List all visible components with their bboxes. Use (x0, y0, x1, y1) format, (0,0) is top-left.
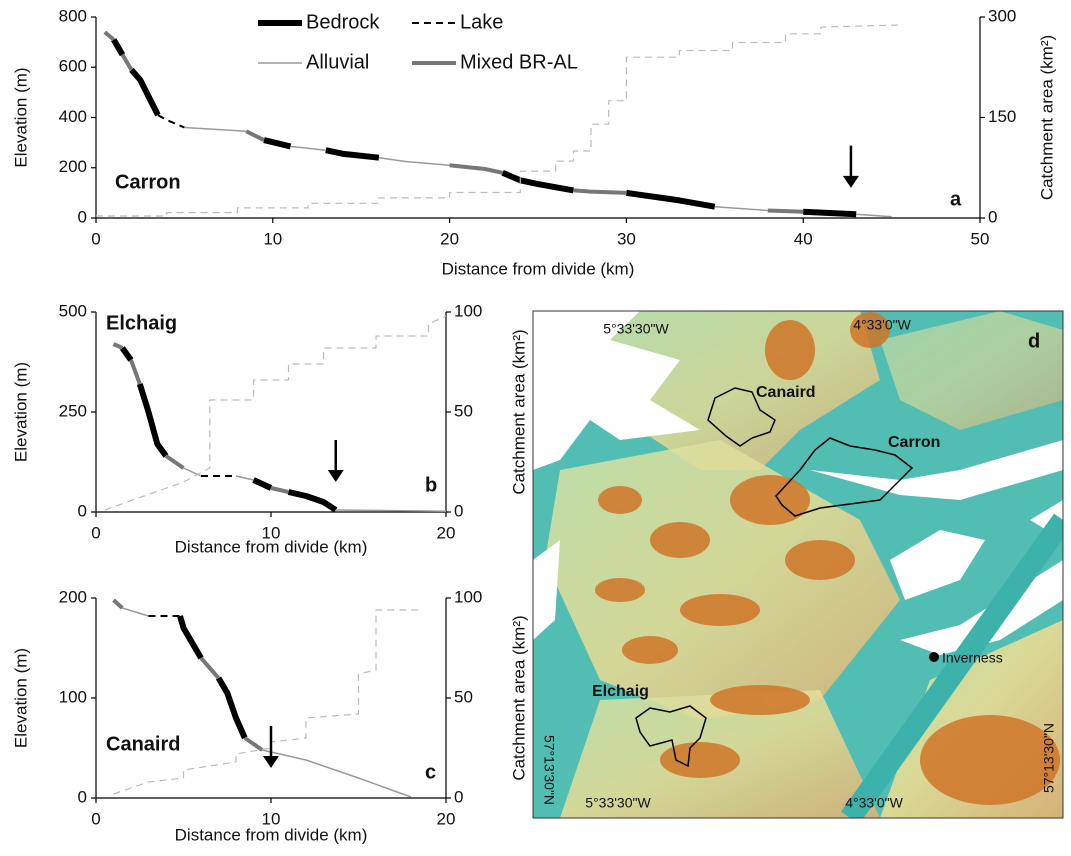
x-tick-label: 20 (437, 523, 456, 542)
y2-tick-label: 150 (988, 107, 1016, 126)
y2-tick-label: 0 (454, 501, 463, 520)
catchment-label: Carron (888, 434, 940, 451)
y-tick-label: 0 (78, 207, 87, 226)
panel-label: a (950, 188, 962, 210)
x-tick-label: 10 (263, 229, 282, 248)
x-tick-label: 50 (971, 229, 990, 248)
y2-tick-label: 0 (454, 787, 463, 806)
profile-line (112, 598, 264, 752)
y-tick-label: 0 (78, 501, 87, 520)
town-marker (929, 652, 939, 662)
y2-axis-label: Catchment area (km²) (1037, 35, 1056, 200)
catchment-outline (635, 387, 914, 768)
river-name: Elchaig (106, 312, 177, 334)
legend-label: Bedrock (306, 11, 380, 33)
y-tick-label: 600 (59, 57, 87, 76)
y-tick-label: 400 (59, 107, 87, 126)
profile-line (119, 346, 338, 513)
y-tick-label: 200 (59, 587, 87, 606)
town-label: Inverness (942, 650, 1003, 666)
river-name: Canaird (106, 733, 180, 755)
y-axis-label: Elevation (m) (11, 67, 30, 167)
y2-tick-label: 50 (454, 687, 473, 706)
x-tick-label: 10 (262, 809, 281, 828)
outlet-arrowhead (263, 756, 279, 768)
x-axis-label: Distance from divide (km) (442, 259, 635, 278)
x-axis-label: Distance from divide (km) (175, 825, 368, 844)
longitude-label: 4°33'0"W (853, 317, 911, 333)
y2-axis-label: Catchment area (km²) (509, 329, 528, 494)
x-tick-label: 0 (91, 523, 100, 542)
profile-line (113, 609, 420, 795)
y2-tick-label: 300 (988, 6, 1016, 25)
y-tick-label: 250 (59, 401, 87, 420)
map (533, 311, 1063, 818)
panel-label: d (1028, 330, 1040, 352)
catchment-label: Canaird (756, 384, 816, 401)
outlet-arrowhead (842, 175, 859, 188)
profile-line (104, 315, 447, 511)
panel-label: c (425, 761, 436, 783)
y-tick-label: 200 (59, 157, 87, 176)
profile-line (122, 607, 412, 798)
profile-line (157, 114, 185, 129)
y-axis-label: Elevation (m) (11, 648, 30, 748)
x-tick-label: 10 (262, 523, 281, 542)
x-tick-label: 30 (617, 229, 636, 248)
y2-tick-label: 0 (988, 207, 997, 226)
legend-label: Mixed BR-AL (460, 51, 578, 73)
map-frame (532, 310, 1064, 819)
high-ground (595, 312, 1060, 805)
sea (533, 311, 1063, 655)
x-tick-label: 20 (440, 229, 459, 248)
great-glen (841, 513, 1063, 818)
longitude-label: 4°33'0"W (845, 795, 903, 811)
y-tick-label: 500 (59, 301, 87, 320)
terrain (880, 311, 1063, 430)
river-name: Carron (115, 171, 181, 193)
profile-line (96, 24, 901, 217)
x-tick-label: 40 (794, 229, 813, 248)
catchment-label: Elchaig (592, 683, 649, 700)
profile-line (112, 342, 289, 494)
x-tick-label: 0 (91, 809, 100, 828)
profile-line (103, 30, 804, 214)
x-tick-label: 20 (437, 809, 456, 828)
longitude-label: 5°33'30"W (585, 795, 651, 811)
y-tick-label: 800 (59, 6, 87, 25)
outlet-arrowhead (327, 470, 344, 482)
legend-label: Alluvial (306, 51, 369, 73)
x-axis-label: Distance from divide (km) (175, 537, 368, 556)
latitude-label: 57°13'30"N (541, 735, 557, 805)
profile-line (177, 615, 248, 740)
y-tick-label: 0 (78, 787, 87, 806)
y-tick-label: 100 (59, 687, 87, 706)
legend-label: Lake (460, 11, 503, 33)
longitude-label: 5°33'30"W (603, 321, 669, 337)
profile-line (183, 467, 447, 512)
y2-tick-label: 100 (454, 301, 482, 320)
y-axis-label: Elevation (m) (11, 362, 30, 462)
x-tick-label: 0 (91, 229, 100, 248)
profile-line (111, 38, 857, 218)
profile-line (184, 126, 892, 218)
panel-label: b (425, 474, 437, 496)
latitude-label: 57°13'30"N (1041, 723, 1057, 793)
y2-tick-label: 50 (454, 401, 473, 420)
y2-axis-label: Catchment area (km²) (509, 615, 528, 780)
y2-tick-label: 100 (454, 587, 482, 606)
